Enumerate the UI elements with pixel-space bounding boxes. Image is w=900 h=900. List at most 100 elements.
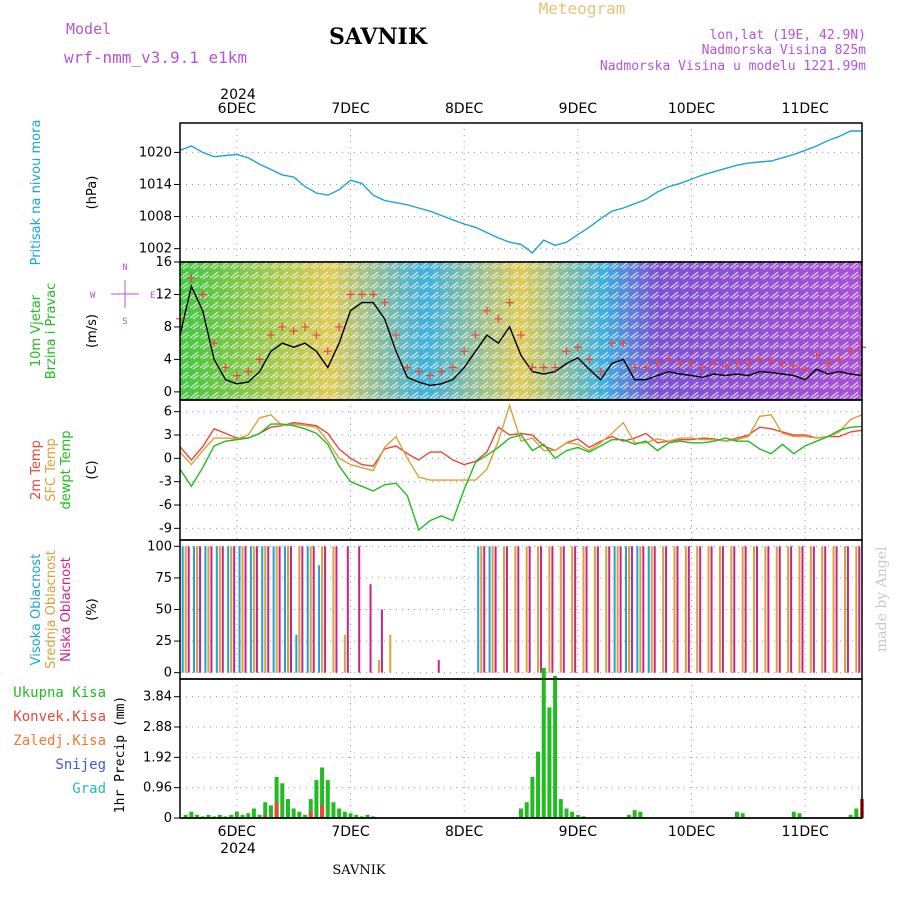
gust-mark: [210, 339, 219, 348]
bar-srednja-oblacnost: [582, 546, 585, 673]
gust-mark: [585, 355, 594, 364]
bar-niska-oblacnost: [301, 546, 304, 673]
gust-mark: [471, 331, 480, 340]
bar-niska-oblacnost: [642, 546, 645, 673]
gust-mark: [369, 290, 378, 299]
y-tick-label: 3.84: [143, 690, 172, 705]
bar-ukupna-kisa: [206, 814, 211, 818]
bar-srednja-oblacnost: [309, 546, 312, 673]
bar-srednja-oblacnost: [480, 546, 483, 673]
bar-srednja-oblacnost: [798, 546, 801, 673]
wind-barbs-overlay: [180, 262, 862, 400]
bar-niska-oblacnost: [676, 546, 679, 673]
bar-ukupna-kisa: [320, 767, 325, 818]
gust-mark: [266, 331, 275, 340]
y-tick-label: 1014: [139, 177, 172, 192]
gust-mark: [801, 365, 810, 374]
bar-srednja-oblacnost: [298, 546, 301, 673]
bar-niska-oblacnost: [812, 546, 815, 673]
bar-visoka-oblacnost: [647, 546, 650, 673]
bar-srednja-oblacnost: [753, 546, 756, 673]
y-tick-label: 8: [164, 320, 172, 335]
footer-station: SAVNIK: [332, 863, 386, 878]
bar-ukupna-kisa: [530, 776, 535, 818]
gust-mark: [835, 355, 844, 364]
top-day-label: 6DEC: [218, 101, 257, 117]
bar-niska-oblacnost: [721, 546, 724, 673]
bar-srednja-oblacnost: [673, 546, 676, 673]
gust-mark: [426, 371, 435, 380]
bar-niska-oblacnost: [574, 546, 577, 673]
bar-niska-oblacnost: [312, 546, 315, 673]
gust-mark: [414, 367, 423, 376]
bar-niska-oblacnost: [733, 546, 736, 673]
bar-srednja-oblacnost: [241, 546, 244, 673]
gust-mark: [539, 363, 548, 372]
bar-ukupna-kisa: [371, 816, 376, 818]
bar-niska-oblacnost: [369, 584, 372, 673]
bar-visoka-oblacnost: [624, 546, 627, 673]
bar-ukupna-kisa: [268, 805, 273, 818]
gust-mark: [323, 347, 332, 356]
bar-srednja-oblacnost: [196, 546, 199, 673]
bottom-year: 2024: [220, 841, 256, 857]
bar-ukupna-kisa: [797, 813, 802, 818]
bar-niska-oblacnost: [358, 546, 361, 673]
bar-srednja-oblacnost: [843, 546, 846, 673]
bar-niska-oblacnost: [619, 546, 622, 673]
gust-mark: [346, 290, 355, 299]
bar-srednja-oblacnost: [502, 546, 505, 673]
y-tick-label: 0: [164, 451, 172, 466]
gust-mark: [778, 359, 787, 368]
bar-ukupna-kisa: [337, 808, 342, 818]
bar-ukupna-kisa: [263, 802, 268, 818]
bar-niska-oblacnost: [346, 546, 349, 673]
bar-srednja-oblacnost: [855, 546, 858, 673]
lonlat-info: lon,lat (19E, 42.9N): [709, 28, 866, 43]
compass-east: E: [150, 291, 155, 301]
bar-ukupna-kisa: [229, 814, 234, 818]
gust-mark: [244, 367, 253, 376]
bar-niska-oblacnost: [335, 546, 338, 673]
bar-ukupna-kisa: [348, 813, 353, 818]
bar-ukupna-kisa: [570, 811, 575, 818]
bar-ukupna-kisa: [564, 808, 569, 818]
bar-niska-oblacnost: [187, 546, 190, 673]
bar-ukupna-kisa: [553, 675, 558, 818]
bar-srednja-oblacnost: [491, 546, 494, 673]
gust-mark: [403, 363, 412, 372]
gust-mark: [278, 322, 287, 331]
bar-ukupna-kisa: [297, 811, 302, 818]
bar-niska-oblacnost: [699, 546, 702, 673]
bar-srednja-oblacnost: [741, 546, 744, 673]
bar-niska-oblacnost: [494, 546, 497, 673]
bar-ukupna-kisa: [541, 667, 546, 818]
model-name: wrf-nmm_v3.9.1 e1km: [64, 48, 247, 67]
gust-mark: [767, 357, 776, 366]
bar-ukupna-kisa: [291, 808, 296, 818]
bar-ukupna-kisa: [246, 813, 251, 818]
y-tick-label: 0: [164, 385, 172, 400]
y-tick-label: 2.88: [143, 720, 172, 735]
y-tick-label: 1.92: [143, 750, 172, 765]
gust-mark: [460, 347, 469, 356]
bar-niska-oblacnost: [324, 546, 327, 673]
panel-label: Srednja Oblacnost: [44, 550, 59, 669]
bar-niska-oblacnost: [835, 546, 838, 673]
bar-srednja-oblacnost: [787, 546, 790, 673]
y-tick-label: -6: [159, 498, 172, 513]
bar-ukupna-kisa: [734, 811, 739, 818]
bottom-day-label: 10DEC: [668, 824, 715, 840]
bar-niska-oblacnost: [824, 546, 827, 673]
bar-srednja-oblacnost: [332, 546, 335, 673]
bar-niska-oblacnost: [199, 546, 202, 673]
bar-srednja-oblacnost: [286, 546, 289, 673]
station-title: SAVNIK: [329, 24, 428, 50]
bar-niska-oblacnost: [437, 660, 440, 673]
bar-srednja-oblacnost: [605, 546, 608, 673]
y-tick-label: 1020: [139, 145, 172, 160]
panel-frame: [179, 678, 863, 819]
bar-visoka-oblacnost: [215, 546, 218, 673]
bar-srednja-oblacnost: [650, 546, 653, 673]
bar-srednja-oblacnost: [230, 546, 233, 673]
